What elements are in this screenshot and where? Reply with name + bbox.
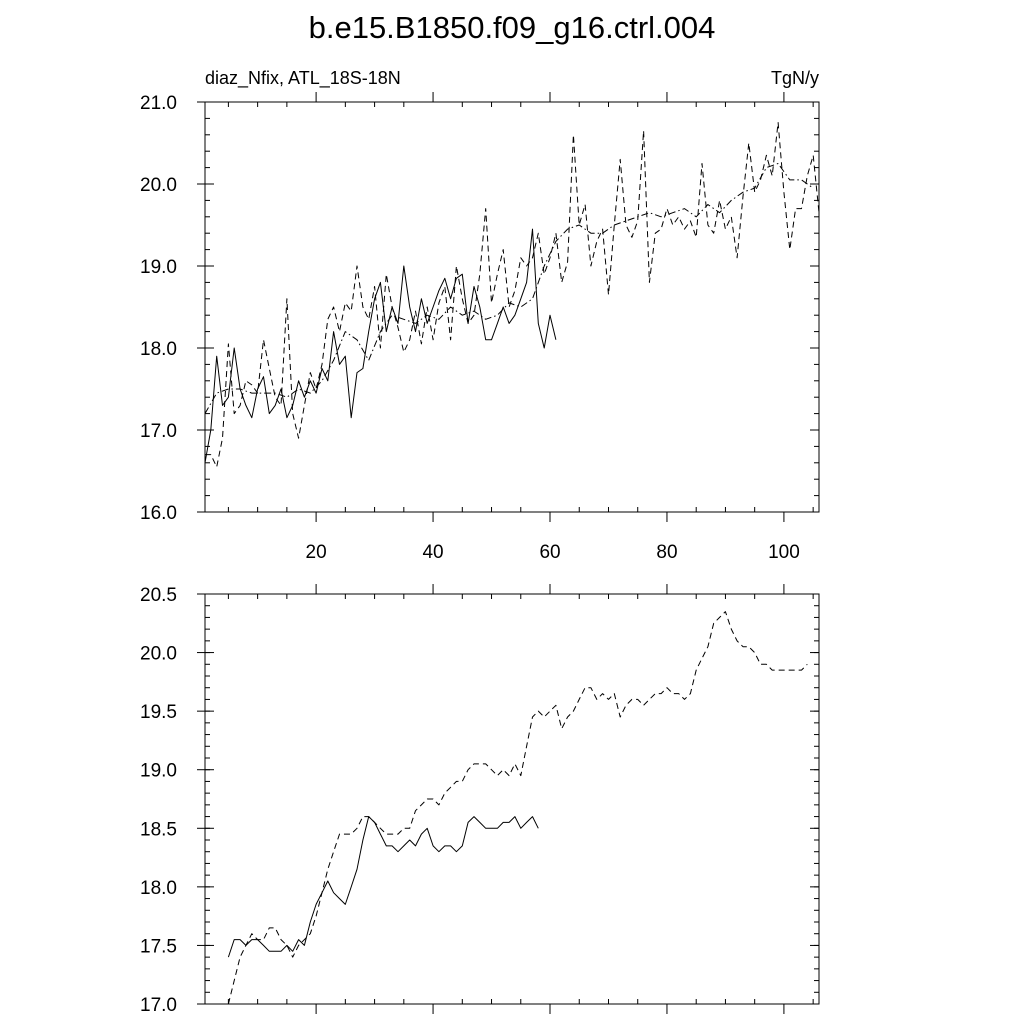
top-plot-ticks: 16.0 17.0 18.0 19.0 20.0 21.0 20 40 60 80 100 <box>140 92 819 563</box>
y-tick-label: 19.5 <box>140 702 177 723</box>
series-line-dashed <box>227 611 808 1005</box>
x-tick-label: 60 <box>539 542 560 563</box>
y-tick-label: 18.5 <box>140 819 177 840</box>
y-tick-label: 17.0 <box>140 421 177 442</box>
x-tick-label: 40 <box>422 542 443 563</box>
y-tick-label: 20.0 <box>140 644 177 665</box>
y-tick-label: 17.5 <box>140 936 177 957</box>
y-tick-label: 19.0 <box>140 257 177 278</box>
y-tick-label: 20.5 <box>140 585 177 606</box>
bottom-plot-ticks: 17.0 17.5 18.0 18.5 19.0 19.5 20.0 20.5 <box>140 584 819 1016</box>
top-plot-units-label: TgN/y <box>771 68 819 88</box>
top-plot: diaz_Nfix, ATL_18S-18N TgN/y 16.0 17.0 18.… <box>140 68 820 563</box>
series-line-solid <box>227 816 539 958</box>
series-line-solid <box>204 228 557 463</box>
bottom-plot-series <box>227 611 808 1005</box>
y-tick-label: 19.0 <box>140 761 177 782</box>
top-plot-variable-label: diaz_Nfix, ATL_18S-18N <box>205 68 401 89</box>
x-tick-label: 100 <box>768 542 800 563</box>
x-tick-label: 80 <box>656 542 677 563</box>
top-plot-frame <box>204 101 820 513</box>
series-line-dash-dot <box>204 163 814 414</box>
x-tick-label: 20 <box>306 542 327 563</box>
top-plot-series <box>204 122 820 468</box>
y-tick-label: 18.0 <box>140 878 177 899</box>
y-tick-label: 21.0 <box>140 93 177 114</box>
figure-title: b.e15.B1850.f09_g16.ctrl.004 <box>309 10 716 45</box>
series-line-dashed <box>205 122 820 468</box>
y-tick-label: 16.0 <box>140 503 177 524</box>
bottom-plot: 17.0 17.5 18.0 18.5 19.0 19.5 20.0 20.5 <box>140 584 820 1016</box>
y-tick-label: 18.0 <box>140 339 177 360</box>
y-tick-label: 20.0 <box>140 175 177 196</box>
bottom-plot-frame <box>204 593 820 1005</box>
y-tick-label: 17.0 <box>140 995 177 1016</box>
